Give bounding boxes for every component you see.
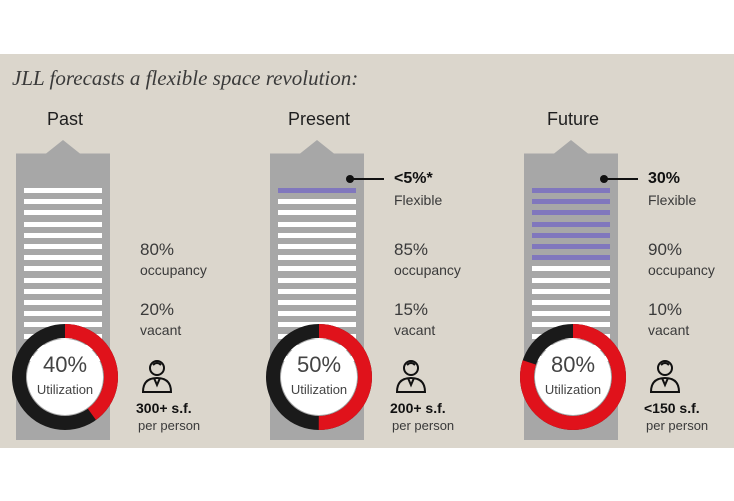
space-label: per person bbox=[646, 418, 709, 433]
donut-svg bbox=[12, 324, 118, 430]
flexible-floor bbox=[532, 210, 610, 216]
flexible-value: <5%* bbox=[394, 170, 433, 187]
flexible-floor bbox=[532, 255, 610, 261]
flexible-floor bbox=[278, 188, 356, 193]
occupancy-label: occupancy bbox=[140, 262, 207, 278]
space-value: 200+ s.f. bbox=[390, 400, 446, 416]
occupancy-label: occupancy bbox=[648, 262, 715, 278]
vacant-label: vacant bbox=[140, 322, 182, 338]
period-title: Present bbox=[287, 109, 351, 129]
occupancy-value: 80% bbox=[140, 240, 175, 259]
floor bbox=[278, 311, 356, 317]
floor bbox=[532, 277, 610, 283]
floor bbox=[532, 300, 610, 305]
building-roof bbox=[16, 140, 110, 166]
utilization-label: Utilization bbox=[544, 382, 602, 397]
flexible-label: Flexible bbox=[648, 192, 697, 208]
person-icon bbox=[648, 358, 682, 394]
utilization-value: 80% bbox=[550, 352, 596, 377]
space-label: per person bbox=[392, 418, 455, 433]
period-title: Future bbox=[546, 109, 600, 129]
floor bbox=[532, 266, 610, 272]
floor bbox=[24, 255, 102, 261]
donut-center bbox=[27, 339, 103, 415]
flexible-value: 30% bbox=[648, 170, 681, 187]
person-icon-svg bbox=[649, 360, 681, 393]
floor bbox=[24, 266, 102, 272]
floor bbox=[278, 210, 356, 216]
floor bbox=[24, 210, 102, 216]
person-icon bbox=[140, 358, 174, 394]
callout-line bbox=[350, 178, 384, 180]
floor bbox=[278, 277, 356, 283]
floor bbox=[278, 244, 356, 249]
floor bbox=[278, 232, 356, 238]
person-icon-svg bbox=[395, 360, 427, 393]
flexible-floor bbox=[532, 232, 610, 238]
building-roof bbox=[270, 140, 364, 166]
floor bbox=[278, 300, 356, 305]
floor bbox=[24, 300, 102, 305]
floor bbox=[532, 311, 610, 317]
donut-center bbox=[535, 339, 611, 415]
person-icon bbox=[394, 358, 428, 394]
floor bbox=[278, 221, 356, 227]
floor bbox=[24, 244, 102, 249]
floor bbox=[24, 311, 102, 317]
utilization-value: 50% bbox=[296, 352, 342, 377]
utilization-donut: 80% Utilization bbox=[518, 322, 628, 432]
callout-line bbox=[604, 178, 638, 180]
floor bbox=[24, 199, 102, 205]
donut-center bbox=[281, 339, 357, 415]
vacant-value: 20% bbox=[140, 300, 175, 319]
floor bbox=[24, 188, 102, 193]
vacant-value: 10% bbox=[648, 300, 683, 319]
utilization-donut: 40% Utilization bbox=[10, 322, 120, 432]
donut-utilized-arc bbox=[266, 324, 372, 430]
floor bbox=[24, 277, 102, 283]
flexible-floor bbox=[532, 199, 610, 205]
flexible-label: Flexible bbox=[394, 192, 443, 208]
utilization-label: Utilization bbox=[290, 382, 348, 397]
floor bbox=[278, 288, 356, 294]
floor bbox=[278, 255, 356, 261]
floor bbox=[278, 199, 356, 205]
space-label: per person bbox=[138, 418, 201, 433]
floor bbox=[24, 221, 102, 227]
period-title: Past bbox=[46, 109, 84, 129]
vacant-label: vacant bbox=[648, 322, 690, 338]
vacant-value: 15% bbox=[394, 300, 429, 319]
chart-title: JLL forecasts a flexible space revolutio… bbox=[12, 66, 359, 90]
donut-utilized-arc bbox=[520, 324, 626, 430]
donut-utilized-arc bbox=[12, 324, 118, 430]
infographic: JLL forecasts a flexible space revolutio… bbox=[0, 54, 734, 448]
building-roof bbox=[524, 140, 618, 166]
donut-svg bbox=[520, 324, 626, 430]
occupancy-label: occupancy bbox=[394, 262, 461, 278]
utilization-value: 40% bbox=[42, 352, 88, 377]
utilization-label: Utilization bbox=[36, 382, 94, 397]
space-value: 300+ s.f. bbox=[136, 400, 192, 416]
floor bbox=[278, 266, 356, 272]
vacant-label: vacant bbox=[394, 322, 436, 338]
floor bbox=[24, 232, 102, 238]
occupancy-value: 85% bbox=[394, 240, 429, 259]
occupancy-value: 90% bbox=[648, 240, 683, 259]
donut-svg bbox=[266, 324, 372, 430]
utilization-donut: 50% Utilization bbox=[264, 322, 374, 432]
flexible-floor bbox=[532, 221, 610, 227]
flexible-floor bbox=[532, 244, 610, 249]
floor bbox=[24, 288, 102, 294]
space-value: <150 s.f. bbox=[644, 400, 700, 416]
flexible-floor bbox=[532, 188, 610, 193]
person-icon-svg bbox=[141, 360, 173, 393]
floor bbox=[532, 288, 610, 294]
